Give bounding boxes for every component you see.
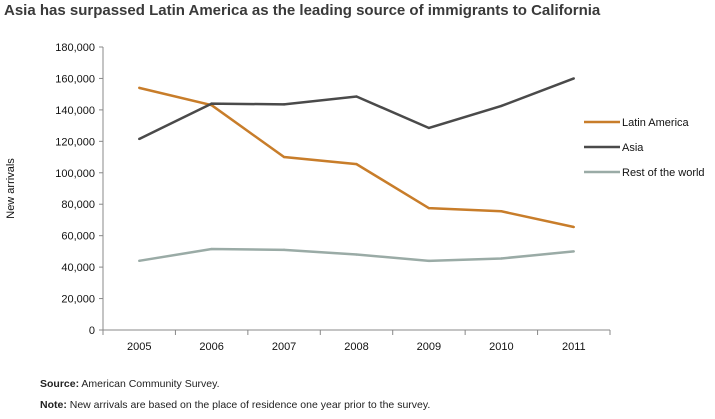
y-tick-label: 60,000 — [61, 231, 95, 243]
footnote: Note: New arrivals are based on the plac… — [40, 399, 430, 411]
x-tick-label: 2008 — [344, 341, 368, 353]
x-tick-label: 2007 — [272, 341, 296, 353]
data-point — [500, 104, 503, 108]
x-tick-label: 2005 — [127, 341, 151, 353]
data-point — [355, 162, 358, 166]
y-axis-label: New arrivals — [5, 158, 17, 219]
data-point — [572, 250, 575, 253]
note-label: Note: — [40, 399, 67, 411]
data-point — [282, 103, 286, 106]
data-point — [138, 137, 141, 141]
data-point — [427, 126, 431, 130]
data-point — [572, 77, 575, 80]
y-tick-label: 40,000 — [61, 262, 95, 274]
data-point — [138, 259, 141, 263]
series-line-latin-america — [138, 86, 575, 229]
x-tick-label: 2010 — [489, 341, 513, 353]
y-tick-label: 180,000 — [55, 42, 95, 54]
chart-title: Asia has surpassed Latin America as the … — [4, 2, 601, 19]
data-point — [138, 86, 141, 90]
data-point — [500, 257, 503, 260]
data-point — [572, 225, 575, 229]
data-point — [210, 247, 213, 251]
data-point — [355, 253, 358, 256]
y-tick-label: 120,000 — [55, 136, 95, 148]
legend-label: Latin America — [622, 117, 690, 129]
x-tick-label: 2006 — [199, 341, 223, 353]
data-point — [282, 248, 286, 252]
note-text: New arrivals are based on the place of r… — [66, 399, 431, 411]
data-point — [282, 155, 286, 159]
series-line-asia — [138, 77, 575, 141]
data-point — [427, 206, 431, 210]
legend-label: Asia — [622, 142, 644, 154]
source-note: Source: American Community Survey. — [40, 378, 220, 390]
y-tick-label: 80,000 — [61, 199, 95, 211]
y-tick-label: 140,000 — [55, 105, 95, 117]
y-tick-label: 0 — [89, 325, 95, 337]
data-point — [500, 210, 503, 213]
data-point — [427, 259, 431, 263]
data-point — [210, 102, 213, 105]
y-tick-label: 100,000 — [55, 168, 95, 180]
legend-label: Rest of the world — [622, 167, 705, 179]
data-point — [355, 95, 358, 98]
x-tick-label: 2009 — [417, 341, 441, 353]
y-tick-label: 160,000 — [55, 73, 95, 85]
source-label: Source: — [40, 378, 80, 390]
source-text: American Community Survey. — [79, 378, 220, 390]
y-tick-label: 20,000 — [61, 294, 95, 306]
x-tick-label: 2011 — [562, 341, 586, 353]
